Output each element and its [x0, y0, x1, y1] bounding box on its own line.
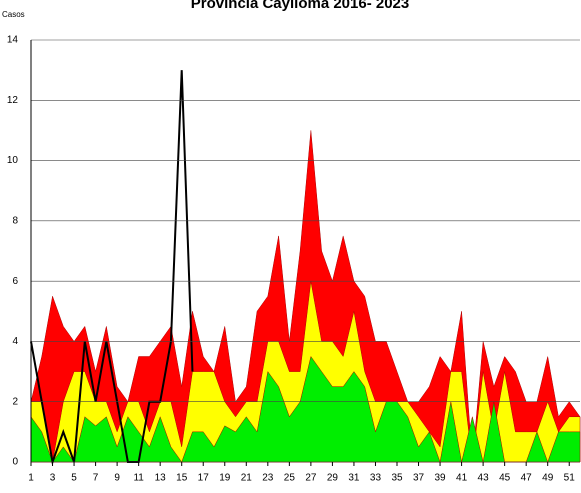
y-tick-label: 8 [12, 215, 18, 226]
x-tick-label: 43 [478, 473, 490, 484]
x-tick-label: 19 [219, 473, 231, 484]
x-tick-label: 27 [305, 473, 317, 484]
x-tick-label: 37 [413, 473, 425, 484]
line [30, 70, 194, 466]
y-axis-label: Casos [2, 10, 25, 19]
x-tick-label: 17 [198, 473, 210, 484]
x-tick-label: 21 [241, 473, 253, 484]
x-tick-label: 13 [155, 473, 167, 484]
chart-title: Provincia Caylloma 2016- 2023 [191, 0, 409, 12]
x-tick-label: 33 [370, 473, 382, 484]
x-tick-label: 9 [114, 473, 120, 484]
y-tick-label: 4 [12, 336, 18, 347]
x-tick-label: 3 [50, 473, 56, 484]
x-tick-label: 49 [542, 473, 554, 484]
y-tick-label: 6 [12, 276, 18, 287]
x-tick-label: 31 [348, 473, 360, 484]
x-tick-label: 7 [93, 473, 99, 484]
y-tick-label: 2 [12, 396, 18, 407]
x-tick-label: 1 [28, 473, 34, 484]
x-tick-label: 25 [284, 473, 296, 484]
y-tick-label: 12 [7, 95, 19, 106]
x-tick-label: 5 [71, 473, 77, 484]
x-tick-label: 47 [521, 473, 533, 484]
x-tick-label: 11 [133, 473, 144, 484]
y-tick-label: 14 [7, 35, 19, 46]
x-tick-label: 41 [456, 473, 468, 484]
y-tick-label: 10 [7, 155, 19, 166]
x-tick-label: 15 [176, 473, 188, 484]
x-tick-label: 29 [327, 473, 339, 484]
x-tick-label: 45 [499, 473, 511, 484]
x-tick-label: 23 [262, 473, 274, 484]
x-tick-label: 35 [391, 473, 403, 484]
x-tick-label: 51 [564, 473, 576, 484]
y-tick-label: 0 [12, 457, 18, 468]
x-tick-label: 39 [434, 473, 446, 484]
